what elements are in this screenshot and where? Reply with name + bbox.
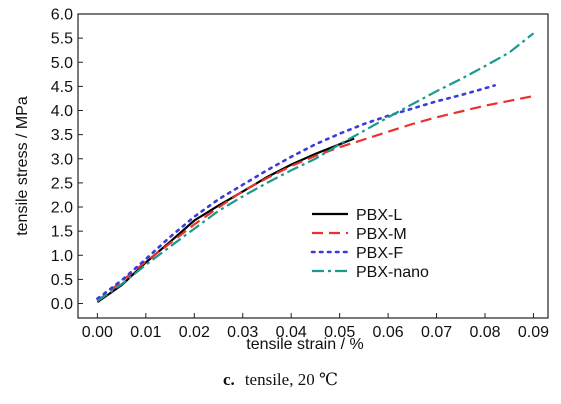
stress-strain-chart: 0.00 0.01 0.02 0.03 0.04 0.05 0.06 0.07 0.08 0.09… (14, 7, 549, 354)
y-tick-label: 6.0 (51, 7, 73, 24)
legend: PBX-L PBX-M PBX-F PBX-nano (310, 207, 429, 281)
y-tick-label: 1.0 (51, 248, 73, 265)
y-tick-label: 5.0 (51, 55, 73, 72)
x-tick-label: 0.06 (373, 324, 404, 341)
x-tick-label: 0.05 (324, 324, 355, 341)
x-tick-label: 0.00 (82, 324, 113, 341)
curve-pbx-l (96, 137, 355, 304)
curve-pbx-nano (96, 32, 535, 303)
x-tick-label: 0.08 (469, 324, 500, 341)
curve-pbx-m (96, 94, 534, 302)
y-tick-label: 2.0 (51, 200, 73, 217)
x-tick-label: 0.03 (227, 324, 258, 341)
x-tick-label: 0.09 (518, 324, 549, 341)
curve-pbx-f (96, 84, 496, 300)
x-tick-label: 0.07 (421, 324, 452, 341)
y-tick-label: 4.0 (51, 103, 73, 120)
y-tick-label: 0.5 (51, 272, 73, 289)
y-axis-ticks: 0.0 0.5 1.0 1.5 2.0 2.5 3.0 3.5 4.0 4.5 5.0 5.5 6.0 (51, 7, 83, 313)
legend-label-pbx-l: PBX-L (356, 207, 402, 224)
y-tick-label: 1.5 (51, 224, 73, 241)
x-tick-label: 0.04 (276, 324, 307, 341)
curves-group (96, 32, 535, 304)
y-axis-title: tensile stress / MPa (14, 96, 31, 236)
x-axis-title: tensile strain / % (246, 336, 363, 353)
x-axis-ticks: 0.00 0.01 0.02 0.03 0.04 0.05 0.06 0.07 0.08 0.09 (82, 313, 549, 341)
y-tick-label: 3.5 (51, 127, 73, 144)
legend-label-pbx-nano: PBX-nano (356, 264, 429, 281)
y-tick-label: 0.0 (51, 296, 73, 313)
plot-frame (77, 13, 549, 319)
y-tick-label: 5.5 (51, 31, 73, 48)
legend-label-pbx-f: PBX-F (356, 245, 403, 262)
x-tick-label: 0.02 (179, 324, 210, 341)
y-tick-label: 3.0 (51, 151, 73, 168)
figure-caption: c. tensile, 20 ℃ (0, 370, 561, 390)
caption-letter: c. (223, 370, 235, 389)
caption-text: tensile, 20 ℃ (244, 370, 338, 389)
y-tick-label: 2.5 (51, 175, 73, 192)
y-tick-label: 4.5 (51, 79, 73, 96)
x-tick-label: 0.01 (130, 324, 161, 341)
legend-label-pbx-m: PBX-M (356, 226, 407, 243)
